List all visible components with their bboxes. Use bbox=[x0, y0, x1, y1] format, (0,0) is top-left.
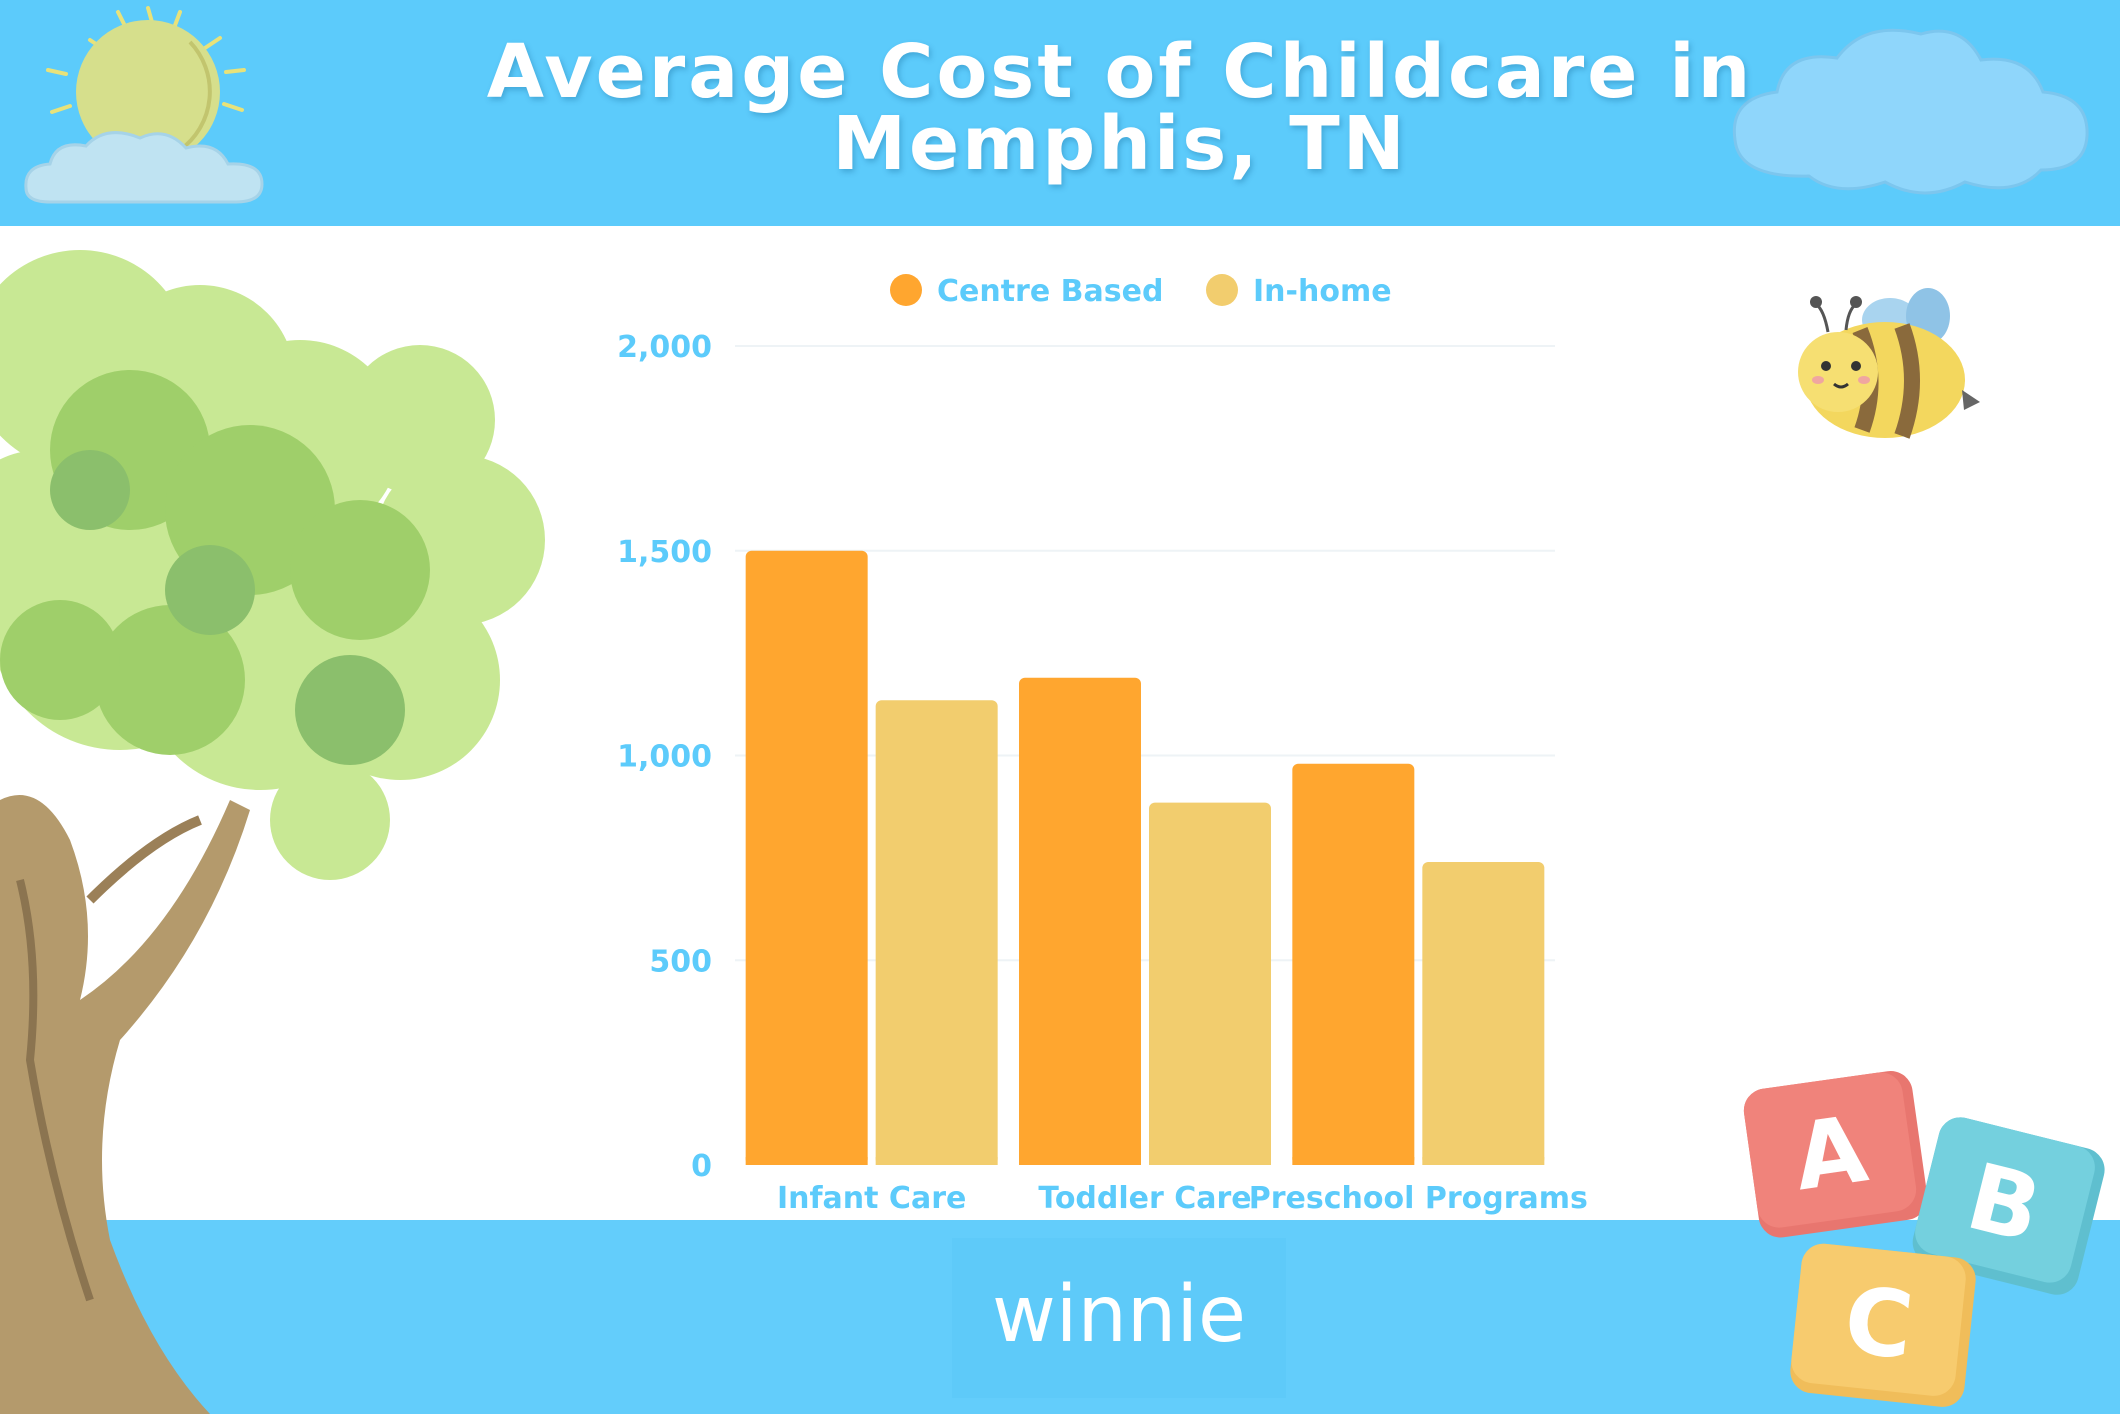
legend-swatch bbox=[890, 274, 922, 306]
legend-label: In-home bbox=[1253, 274, 1392, 309]
cloud-icon bbox=[24, 131, 264, 204]
bar-base bbox=[1149, 1157, 1271, 1165]
legend-swatch bbox=[1206, 274, 1238, 306]
block-letter-a: A bbox=[1788, 1096, 1873, 1212]
x-tick-label: Infant Care bbox=[777, 1181, 966, 1216]
bar-in-home bbox=[875, 700, 998, 1165]
bar-in-home bbox=[1422, 861, 1545, 1165]
bar-centre-based bbox=[1019, 677, 1141, 1165]
tree-icon bbox=[0, 250, 545, 1414]
bee-icon bbox=[1798, 288, 1980, 439]
sun-icon bbox=[46, 6, 246, 164]
y-tick-label: 1,500 bbox=[617, 535, 712, 570]
abc-blocks-icon: A B C bbox=[1743, 1071, 2105, 1407]
x-tick-label: Toddler Care bbox=[1038, 1181, 1251, 1216]
bar-base bbox=[1292, 1157, 1415, 1165]
cloud-icon bbox=[1732, 28, 2089, 195]
bar-base bbox=[1019, 1157, 1141, 1165]
page-title: Average Cost of Childcare in Memphis, TN bbox=[486, 29, 1754, 187]
bar-centre-based bbox=[1292, 763, 1415, 1165]
y-tick-label: 1,000 bbox=[617, 740, 712, 775]
x-tick-label: Preschool Programs bbox=[1249, 1181, 1588, 1216]
bar-centre-based bbox=[745, 550, 868, 1165]
y-tick-label: 500 bbox=[649, 944, 712, 979]
y-tick-label: 2,000 bbox=[617, 330, 712, 365]
brand-badge bbox=[952, 1238, 1286, 1398]
legend-label: Centre Based bbox=[937, 274, 1163, 309]
brand-logo: winnie bbox=[992, 1270, 1246, 1360]
bar-base bbox=[745, 1157, 868, 1165]
bar-base bbox=[875, 1157, 998, 1165]
bar-base bbox=[1422, 1157, 1545, 1165]
y-tick-label: 0 bbox=[691, 1149, 712, 1184]
block-letter-c: C bbox=[1840, 1267, 1918, 1380]
bar-in-home bbox=[1149, 802, 1271, 1165]
